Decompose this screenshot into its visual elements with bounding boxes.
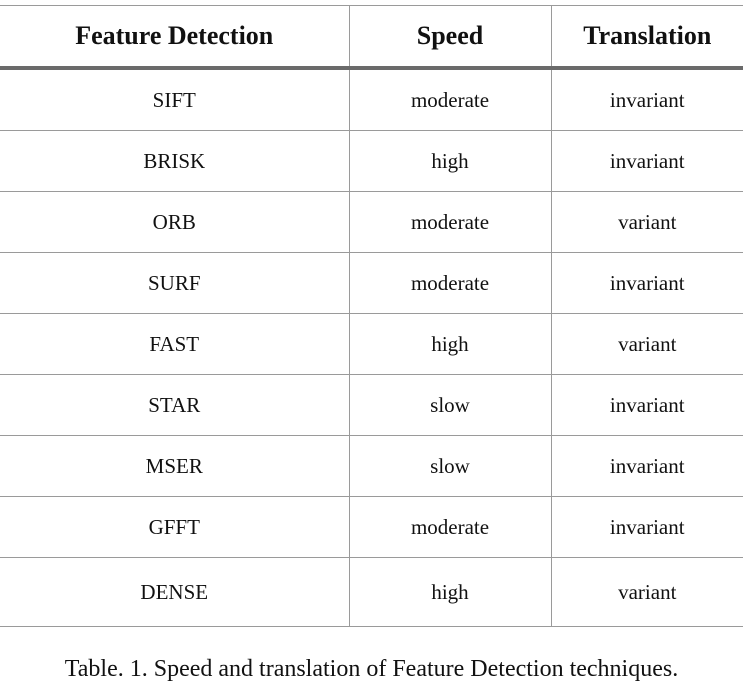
feature-detection-table: Feature Detection Speed Translation SIFT…: [0, 5, 743, 627]
cell-feature: MSER: [0, 435, 349, 497]
table-row: SIFT moderate invariant: [0, 68, 743, 131]
table-row: STAR slow invariant: [0, 374, 743, 436]
cell-speed: high: [348, 130, 551, 192]
cell-feature: FAST: [0, 313, 349, 375]
table-row: GFFT moderate invariant: [0, 496, 743, 558]
header-translation: Translation: [550, 5, 743, 70]
cell-feature: STAR: [0, 374, 349, 436]
cell-feature: SURF: [0, 252, 349, 314]
cell-speed: moderate: [348, 252, 551, 314]
header-feature-detection: Feature Detection: [0, 5, 349, 70]
cell-translation: invariant: [550, 68, 743, 131]
cell-translation: variant: [550, 557, 743, 627]
cell-feature: BRISK: [0, 130, 349, 192]
cell-translation: invariant: [550, 374, 743, 436]
cell-translation: variant: [550, 313, 743, 375]
cell-speed: slow: [348, 374, 551, 436]
cell-translation: variant: [550, 191, 743, 253]
cell-feature: GFFT: [0, 496, 349, 558]
header-row: Feature Detection Speed Translation: [0, 5, 743, 70]
table-row: SURF moderate invariant: [0, 252, 743, 314]
feature-detection-table-container: Feature Detection Speed Translation SIFT…: [0, 5, 743, 627]
table-row: BRISK high invariant: [0, 130, 743, 192]
cell-speed: slow: [348, 435, 551, 497]
cell-speed: moderate: [348, 68, 551, 131]
cell-feature: DENSE: [0, 557, 349, 627]
table-caption: Table. 1. Speed and translation of Featu…: [64, 656, 679, 682]
cell-feature: SIFT: [0, 68, 349, 131]
cell-speed: high: [348, 313, 551, 375]
cell-speed: moderate: [348, 496, 551, 558]
header-speed: Speed: [348, 5, 551, 70]
cell-translation: invariant: [550, 435, 743, 497]
table-row: MSER slow invariant: [0, 435, 743, 497]
cell-feature: ORB: [0, 191, 349, 253]
cell-translation: invariant: [550, 252, 743, 314]
cell-translation: invariant: [550, 496, 743, 558]
table-row: ORB moderate variant: [0, 191, 743, 253]
cell-translation: invariant: [550, 130, 743, 192]
cell-speed: high: [348, 557, 551, 627]
cell-speed: moderate: [348, 191, 551, 253]
table-row: DENSE high variant: [0, 557, 743, 627]
table-row: FAST high variant: [0, 313, 743, 375]
